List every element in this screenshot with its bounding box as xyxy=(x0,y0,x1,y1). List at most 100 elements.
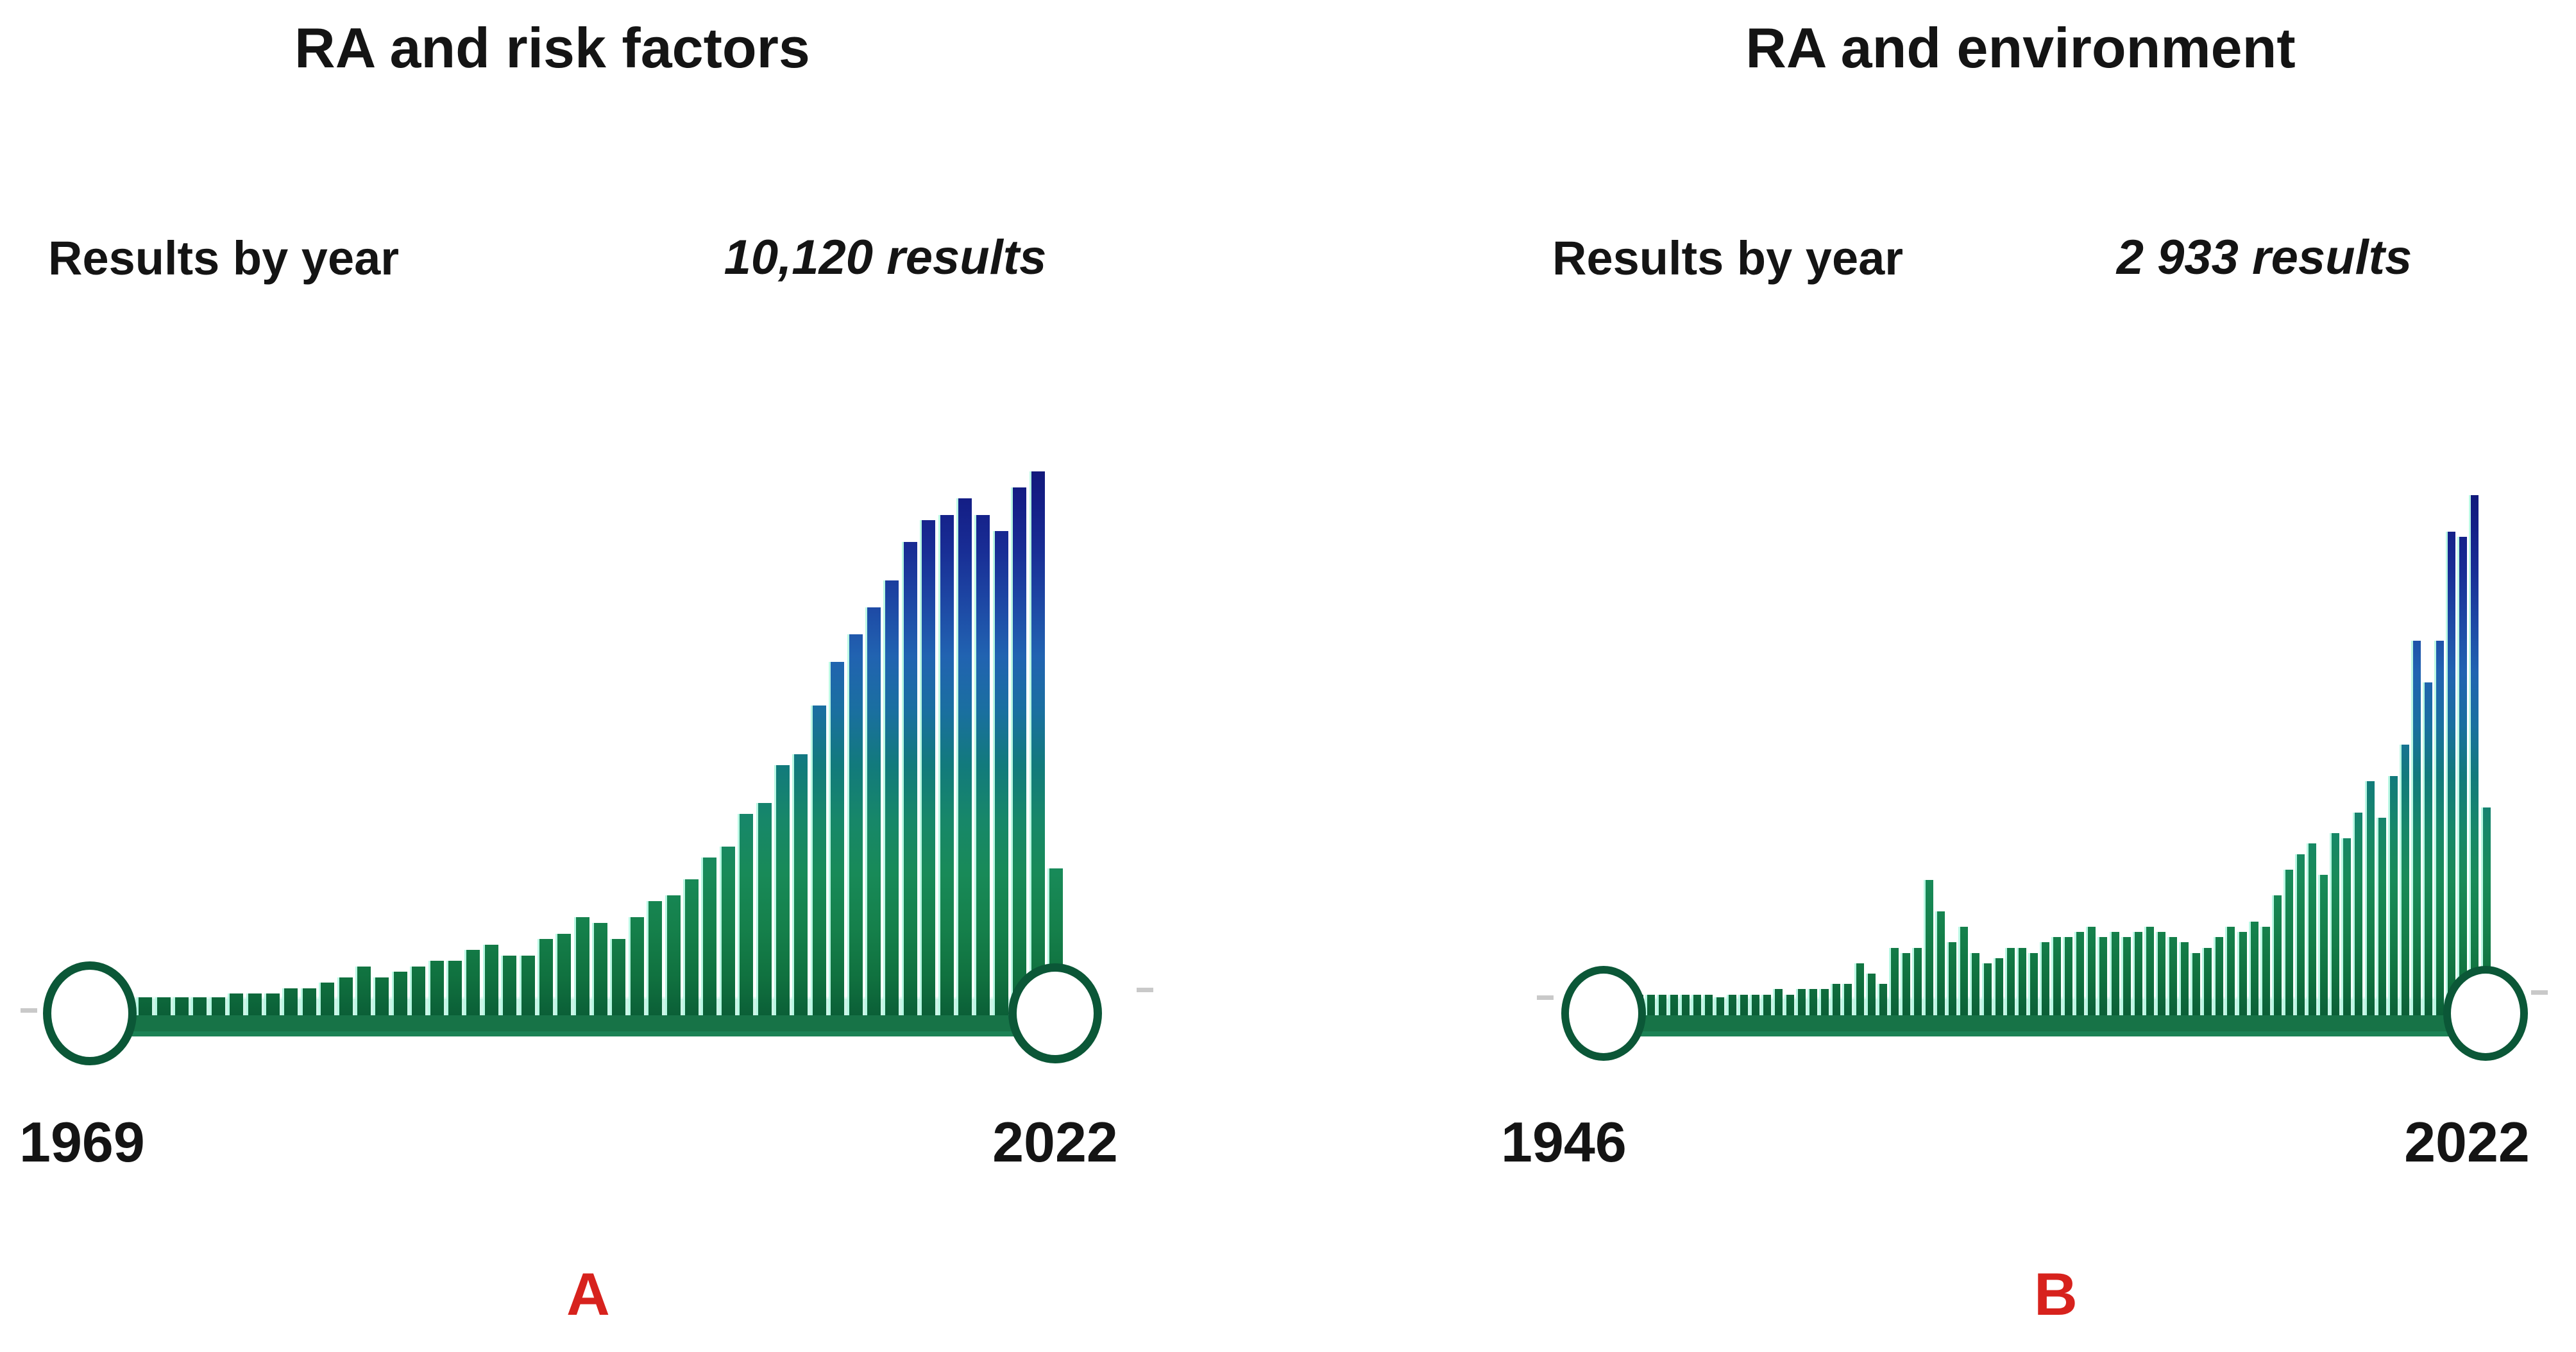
histogram-bar-2014[interactable] xyxy=(902,542,917,1015)
histogram-bar-1982[interactable] xyxy=(319,983,334,1015)
histogram-bar-1989[interactable] xyxy=(446,961,462,1015)
histogram-bar-1996[interactable] xyxy=(574,917,589,1015)
histogram-bar-1976[interactable] xyxy=(210,997,225,1015)
histogram-bar-2020[interactable] xyxy=(1011,487,1026,1015)
histogram-bar-1988[interactable] xyxy=(2086,927,2096,1015)
histogram-bar-1997[interactable] xyxy=(592,923,607,1015)
histogram-bar-2020[interactable] xyxy=(2457,537,2467,1015)
histogram-bar-1953[interactable] xyxy=(1680,995,1690,1015)
histogram-bar-1998[interactable] xyxy=(610,939,625,1015)
histogram-bar-2003[interactable] xyxy=(2260,927,2270,1015)
panel-a-slider-rail[interactable] xyxy=(83,1015,1062,1036)
histogram-bar-1970[interactable] xyxy=(1877,984,1887,1015)
histogram-bar-1973[interactable] xyxy=(1912,948,1922,1015)
histogram-bar-1981[interactable] xyxy=(301,988,316,1015)
histogram-bar-1992[interactable] xyxy=(501,956,516,1015)
histogram-bar-2003[interactable] xyxy=(701,858,716,1015)
histogram-bar-2008[interactable] xyxy=(2318,875,2328,1015)
histogram-bar-1966[interactable] xyxy=(1831,984,1840,1015)
histogram-bar-1991[interactable] xyxy=(2121,937,2131,1015)
histogram-bar-2018[interactable] xyxy=(2434,641,2444,1015)
histogram-bar-1974[interactable] xyxy=(173,997,189,1015)
histogram-bar-1973[interactable] xyxy=(155,997,171,1015)
histogram-bar-1985[interactable] xyxy=(373,977,389,1015)
panel-b-slider-rail[interactable] xyxy=(1597,1015,2492,1036)
histogram-bar-1980[interactable] xyxy=(1994,958,2003,1015)
histogram-bar-2005[interactable] xyxy=(2284,870,2293,1015)
histogram-bar-2000[interactable] xyxy=(647,901,662,1015)
histogram-bar-1987[interactable] xyxy=(410,967,425,1015)
histogram-bar-2021[interactable] xyxy=(2469,495,2479,1015)
histogram-bar-1956[interactable] xyxy=(1715,997,1724,1015)
histogram-bar-2022[interactable] xyxy=(2481,807,2491,1015)
histogram-bar-1993[interactable] xyxy=(2144,927,2154,1015)
histogram-bar-2004[interactable] xyxy=(2272,895,2282,1015)
histogram-bar-2009[interactable] xyxy=(2330,833,2339,1015)
histogram-bar-1971[interactable] xyxy=(1889,948,1899,1015)
histogram-bar-2010[interactable] xyxy=(829,662,844,1015)
histogram-bar-1963[interactable] xyxy=(1796,989,1806,1015)
histogram-bar-1977[interactable] xyxy=(228,993,243,1015)
histogram-bar-1986[interactable] xyxy=(392,972,407,1015)
histogram-bar-1990[interactable] xyxy=(2110,932,2119,1015)
histogram-bar-1995[interactable] xyxy=(555,934,571,1015)
histogram-bar-1976[interactable] xyxy=(1947,942,1956,1015)
histogram-bar-2002[interactable] xyxy=(2249,922,2258,1015)
histogram-bar-1978[interactable] xyxy=(1970,953,1979,1015)
histogram-bar-1992[interactable] xyxy=(2133,932,2142,1015)
histogram-bar-1985[interactable] xyxy=(2051,937,2061,1015)
histogram-bar-1965[interactable] xyxy=(1819,989,1829,1015)
histogram-bar-1952[interactable] xyxy=(1668,995,1678,1015)
histogram-bar-1980[interactable] xyxy=(282,988,298,1015)
histogram-bar-1991[interactable] xyxy=(483,945,498,1015)
histogram-bar-1975[interactable] xyxy=(191,997,207,1015)
histogram-bar-1981[interactable] xyxy=(2005,948,2015,1015)
histogram-bar-2013[interactable] xyxy=(2377,818,2386,1015)
histogram-bar-1972[interactable] xyxy=(137,997,152,1015)
histogram-bar-2017[interactable] xyxy=(956,498,972,1015)
histogram-bar-1999[interactable] xyxy=(2214,937,2223,1015)
histogram-bar-2002[interactable] xyxy=(683,879,699,1015)
panel-a-slider-handle-start[interactable] xyxy=(43,961,137,1065)
histogram-bar-2011[interactable] xyxy=(847,634,863,1015)
histogram-bar-1958[interactable] xyxy=(1738,995,1748,1015)
histogram-bar-1982[interactable] xyxy=(2017,948,2026,1015)
histogram-bar-2016[interactable] xyxy=(938,515,954,1015)
histogram-bar-1975[interactable] xyxy=(1935,911,1945,1015)
histogram-bar-1962[interactable] xyxy=(1784,995,1794,1015)
histogram-bar-1993[interactable] xyxy=(520,956,535,1015)
histogram-bar-1983[interactable] xyxy=(337,977,353,1015)
histogram-bar-2012[interactable] xyxy=(2365,781,2375,1015)
histogram-bar-1989[interactable] xyxy=(2097,937,2107,1015)
histogram-bar-1969[interactable] xyxy=(1866,974,1876,1015)
histogram-bar-2007[interactable] xyxy=(2307,843,2316,1015)
histogram-bar-2019[interactable] xyxy=(993,531,1008,1015)
histogram-bar-2016[interactable] xyxy=(2411,641,2421,1015)
histogram-bar-1999[interactable] xyxy=(629,917,644,1015)
histogram-bar-2005[interactable] xyxy=(738,814,753,1015)
histogram-bar-1959[interactable] xyxy=(1750,995,1759,1015)
histogram-bar-1978[interactable] xyxy=(246,993,262,1015)
histogram-bar-1984[interactable] xyxy=(355,967,371,1015)
histogram-bar-1964[interactable] xyxy=(1808,989,1817,1015)
histogram-bar-1983[interactable] xyxy=(2028,953,2038,1015)
histogram-bar-2000[interactable] xyxy=(2225,927,2235,1015)
histogram-bar-2004[interactable] xyxy=(720,847,735,1015)
histogram-bar-1954[interactable] xyxy=(1691,995,1701,1015)
histogram-bar-1979[interactable] xyxy=(264,993,280,1015)
histogram-bar-2001[interactable] xyxy=(665,895,681,1015)
histogram-bar-1996[interactable] xyxy=(2179,942,2189,1015)
histogram-bar-2012[interactable] xyxy=(865,607,881,1015)
histogram-bar-2017[interactable] xyxy=(2423,682,2432,1015)
histogram-bar-1950[interactable] xyxy=(1645,995,1655,1015)
histogram-bar-1977[interactable] xyxy=(1958,927,1968,1015)
histogram-bar-2006[interactable] xyxy=(2295,854,2305,1015)
histogram-bar-2001[interactable] xyxy=(2237,932,2247,1015)
histogram-bar-2007[interactable] xyxy=(774,765,790,1015)
histogram-bar-1998[interactable] xyxy=(2202,948,2212,1015)
histogram-bar-1997[interactable] xyxy=(2190,953,2200,1015)
histogram-bar-1984[interactable] xyxy=(2040,942,2049,1015)
histogram-bar-1951[interactable] xyxy=(1657,995,1666,1015)
histogram-bar-1961[interactable] xyxy=(1773,989,1783,1015)
histogram-bar-1988[interactable] xyxy=(428,961,444,1015)
